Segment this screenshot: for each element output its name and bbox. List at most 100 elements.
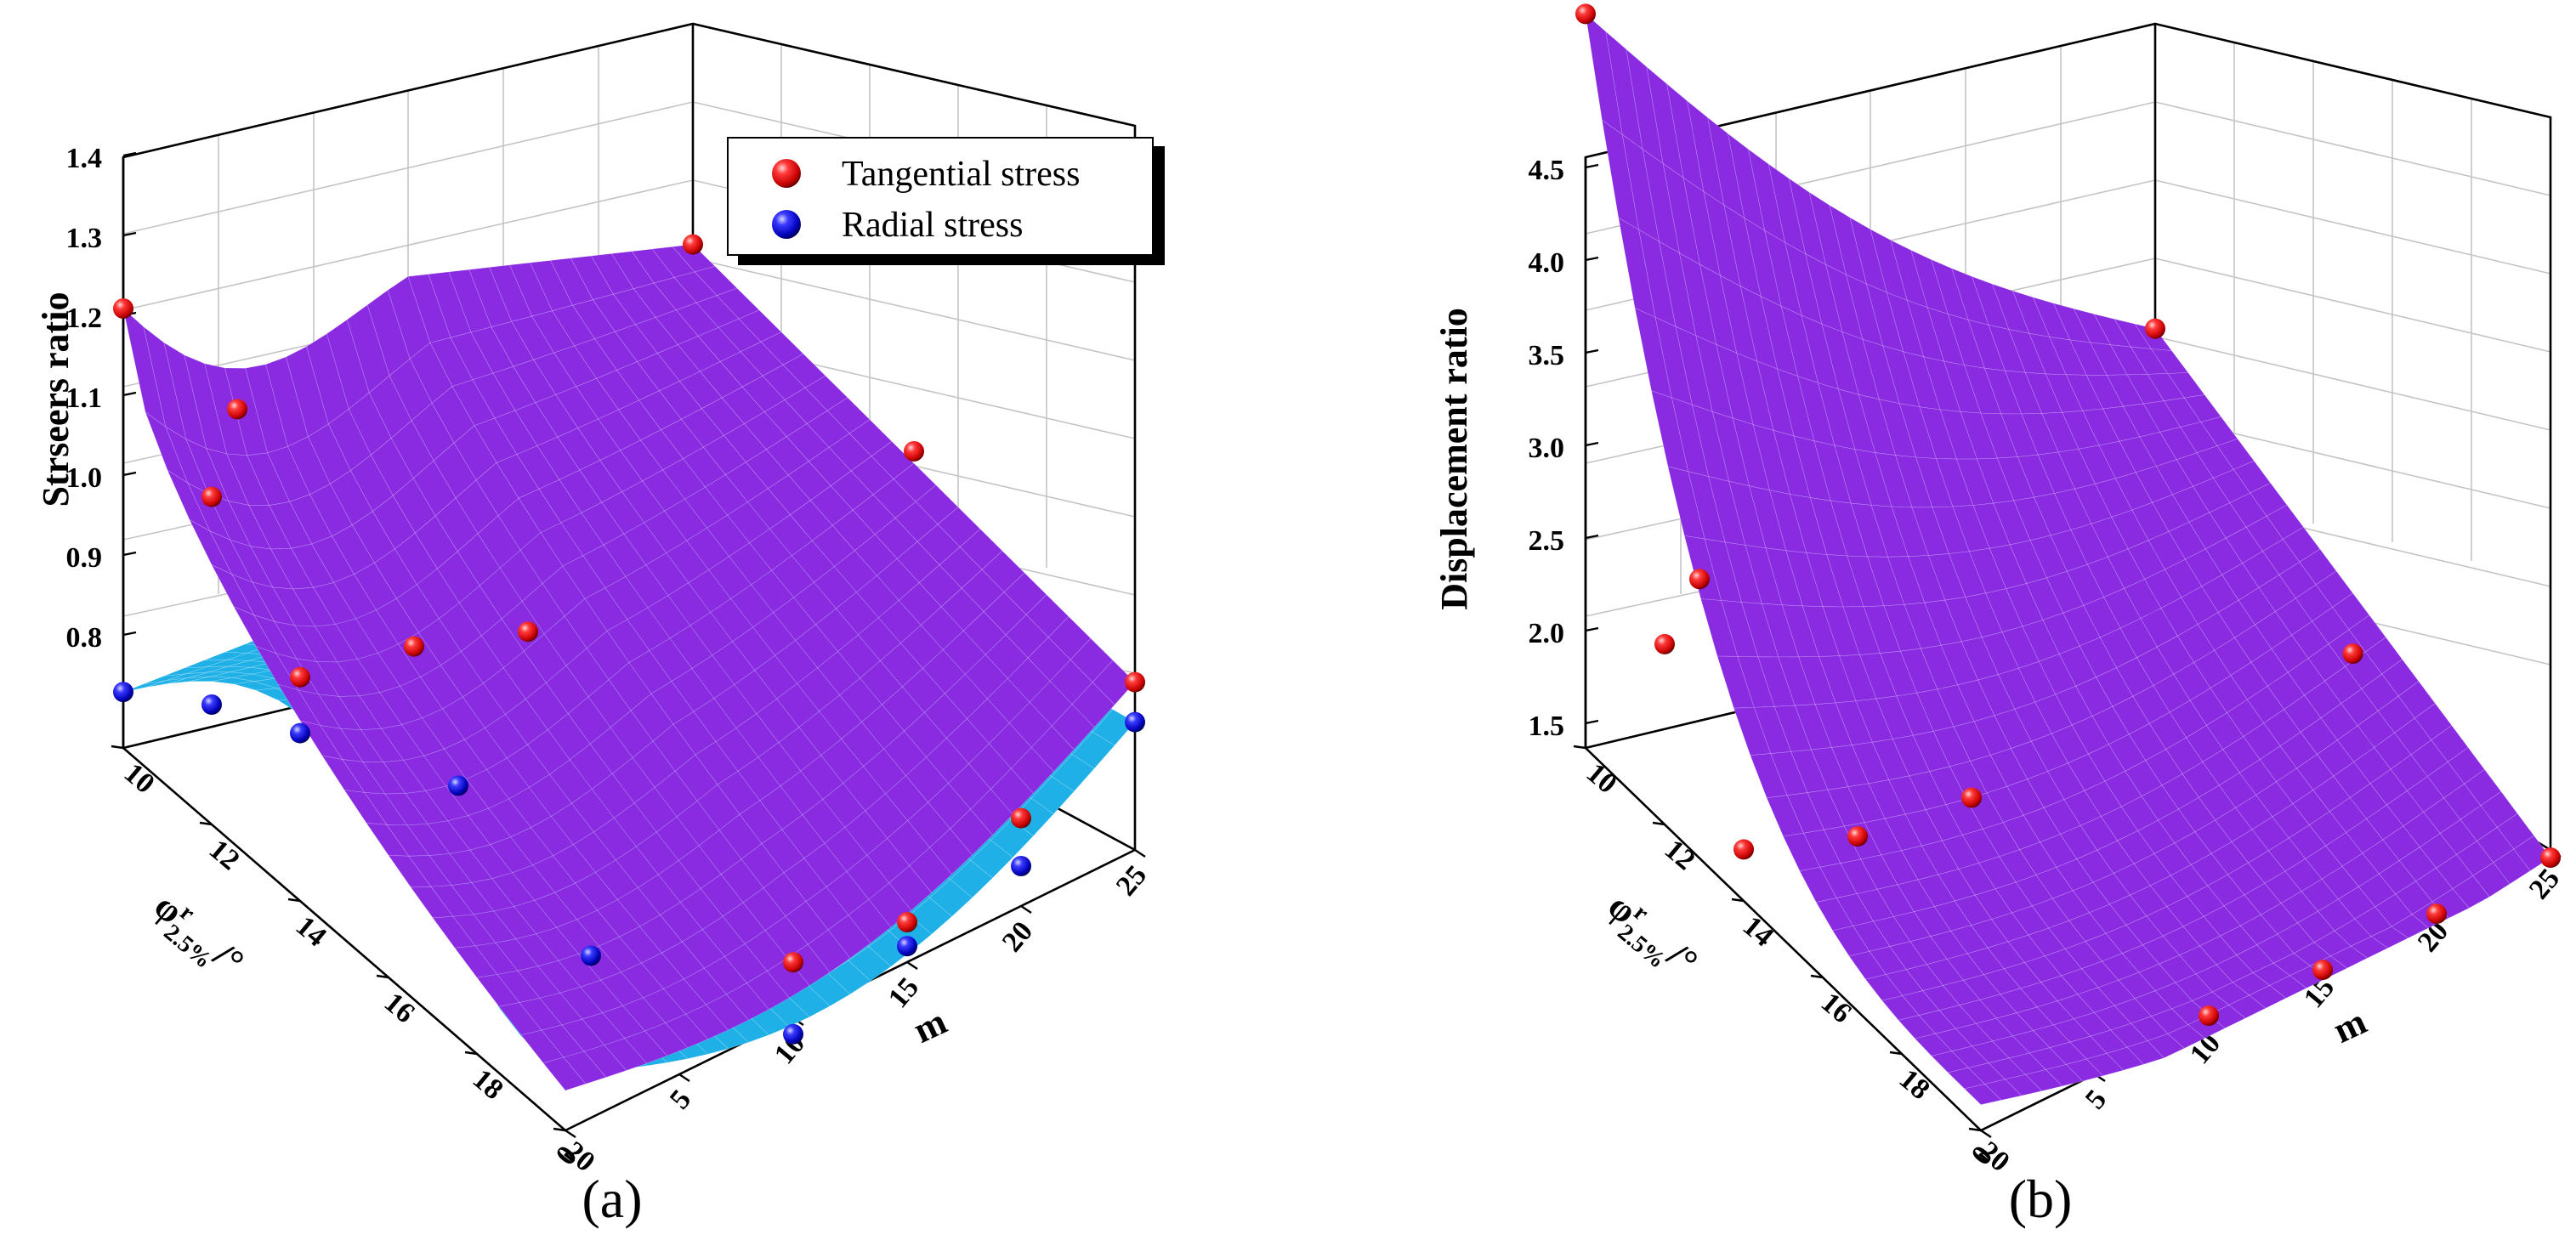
z-tick: 1.0 [66,462,103,494]
surface-patch [2208,1005,2246,1029]
phi-tick: 16 [1815,987,1858,1029]
panel-b: 4.5 4.0 3.5 3.0 2.5 2.0 1.5 Displacement… [1433,3,2566,1229]
z-axis-label: Strseers ratio [35,292,77,507]
data-point [1961,787,1982,808]
data-point [2540,847,2561,869]
data-point [1733,839,1754,860]
panel-a: 1.4 1.3 1.2 1.1 1.0 0.9 0.8 Strseers rat… [35,22,1165,1229]
data-point [404,636,424,657]
surface-patch [929,828,973,875]
surface-patch [2147,1034,2185,1059]
m-tick: 5 [664,1084,697,1115]
m-tick: 25 [1110,859,1153,902]
data-point [1575,3,1596,25]
data-point [2199,1005,2219,1026]
surface-patch [624,1030,668,1064]
data-point [904,441,924,462]
data-point [113,298,133,319]
surfaces-b [1585,13,2551,1106]
z-tick: 0.9 [66,542,103,574]
data-point [897,936,917,957]
data-point [290,722,310,744]
data-point [1654,633,1675,654]
surface-patch [1071,682,1115,728]
data-point [201,694,222,715]
z-axis-label: Displacement ratio [1433,308,1475,610]
surface-patch [665,1013,709,1049]
phi-tick: 12 [203,834,246,876]
surface-patch [2472,862,2511,898]
data-point [897,912,917,932]
surface-patch [2045,1064,2084,1087]
surface-patch [990,819,1034,858]
data-points-b [1575,3,2561,1026]
surface-patch [1051,754,1095,792]
surface-patch [1071,731,1115,769]
data-point [1847,826,1868,847]
phi-axis-label: φr2.5%/° [1594,885,1706,990]
surface-patch [909,847,953,893]
surface-patch [122,680,166,693]
surface-patch [165,671,208,682]
phi-tick: 14 [1737,910,1779,953]
z-axis-b: 4.5 4.0 3.5 3.0 2.5 2.0 1.5 Displacement… [1433,155,1599,742]
phi-tick: 18 [1893,1063,1936,1106]
m-tick: 20 [996,915,1039,958]
surface-patch [990,767,1034,815]
z-axis-a: 1.4 1.3 1.2 1.1 1.0 0.9 0.8 Strseers rat… [35,143,137,654]
surface-patch [970,840,1013,879]
z-tick: 0.8 [66,622,103,654]
data-point [783,1023,803,1045]
phi-tick: 16 [378,987,421,1029]
surface-patch [1030,776,1075,815]
surface-patch [2329,945,2369,969]
legend-a: Tangential stress Radial stress [727,137,1165,265]
z-tick: 4.0 [1529,247,1565,279]
data-point [2145,318,2165,339]
caption-a: (a) [582,1169,642,1229]
data-point [581,945,601,966]
data-point [783,952,803,973]
legend-label-tangential: Tangential stress [842,155,1081,194]
legend-marker-tangential [772,159,801,188]
caption-b: (b) [2009,1169,2073,1229]
data-point [1125,671,1145,693]
data-point [1011,807,1031,829]
data-point [2342,643,2363,665]
data-point [201,486,222,507]
surface-patch [2493,848,2531,885]
legend-label-radial: Radial stress [842,206,1023,245]
z-tick: 2.5 [1529,525,1565,557]
data-point [1125,711,1145,733]
z-tick: 1.2 [66,303,103,334]
surface-patch [888,865,933,911]
legend-marker-radial [772,210,801,239]
surface-patch [1051,704,1095,750]
z-tick: 1.1 [66,382,103,414]
data-point [448,775,468,796]
phi-tick: 18 [467,1063,509,1106]
data-point [113,682,133,703]
surface-patch [950,808,993,856]
surface-patch [542,1056,587,1091]
surfaces-a [122,244,1136,1091]
m-axis-label: m [907,1000,953,1051]
z-tick: 4.5 [1529,155,1565,186]
surface-patch [746,971,790,1011]
surface-patch [2106,1046,2144,1071]
data-point [290,666,310,688]
data-point [2312,960,2333,981]
phi-tick: 14 [290,910,332,953]
z-tick: 1.3 [66,223,103,254]
data-point [227,399,247,420]
data-point [518,621,538,643]
phi-axis-label: φr2.5%/° [140,885,252,990]
surface-patch [145,677,188,688]
m-tick: 5 [2080,1084,2113,1115]
surface-patch [929,879,973,917]
data-point [683,234,703,255]
data-points-a [113,234,1145,1045]
legend-box [727,137,1154,256]
phi-tick: 10 [118,757,161,800]
